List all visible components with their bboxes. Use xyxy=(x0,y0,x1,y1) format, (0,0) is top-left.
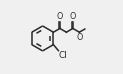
Text: O: O xyxy=(70,12,76,21)
Text: O: O xyxy=(76,33,83,42)
Text: O: O xyxy=(57,12,63,21)
Text: Cl: Cl xyxy=(59,51,67,60)
